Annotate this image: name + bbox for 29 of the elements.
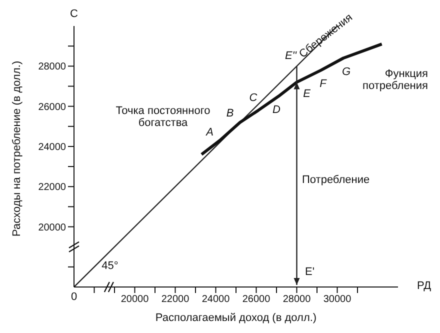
text: 0 xyxy=(70,291,78,303)
annotation: E' xyxy=(305,266,314,278)
y-axis-title: Расходы на потребление (в долл.) xyxy=(10,60,23,236)
text: C xyxy=(70,8,78,20)
annotation: Точка постоянного богатства xyxy=(116,105,210,129)
x-tick-label: 26000 xyxy=(242,294,271,306)
x-tick-label: 30000 xyxy=(323,294,352,306)
x-axis-title: Располагаемый доход (в долл.) xyxy=(155,312,317,324)
annotation: A xyxy=(205,126,214,138)
annotation: F xyxy=(320,78,328,90)
x-tick-label: 22000 xyxy=(161,294,190,306)
annotation: Потребление xyxy=(302,174,370,186)
x-tick-label: 20000 xyxy=(120,294,150,306)
annotation: D xyxy=(272,104,281,116)
y-tick-label: 20000 xyxy=(38,222,66,234)
annotation: C xyxy=(249,92,258,104)
x-tick-label: 24000 xyxy=(202,294,230,306)
y-tick-label: 24000 xyxy=(38,142,66,154)
y-tick-label: 22000 xyxy=(38,182,66,194)
annotation: E xyxy=(303,88,312,100)
annotation: E'' xyxy=(284,50,298,62)
text: РД xyxy=(416,280,432,292)
annotation: B xyxy=(226,107,234,120)
x-tick-label: 28000 xyxy=(282,294,312,306)
annotation: 45° xyxy=(102,260,118,272)
y-tick-label: 28000 xyxy=(38,62,66,73)
annotation: Функция потребления xyxy=(362,68,428,92)
annotation: G xyxy=(342,66,352,78)
y-tick-label: 26000 xyxy=(38,102,66,113)
